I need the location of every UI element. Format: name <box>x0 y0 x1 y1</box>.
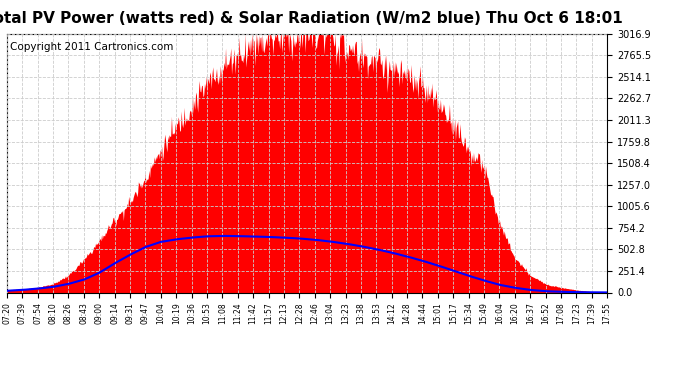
Text: Copyright 2011 Cartronics.com: Copyright 2011 Cartronics.com <box>10 42 173 51</box>
Text: Total PV Power (watts red) & Solar Radiation (W/m2 blue) Thu Oct 6 18:01: Total PV Power (watts red) & Solar Radia… <box>0 11 622 26</box>
